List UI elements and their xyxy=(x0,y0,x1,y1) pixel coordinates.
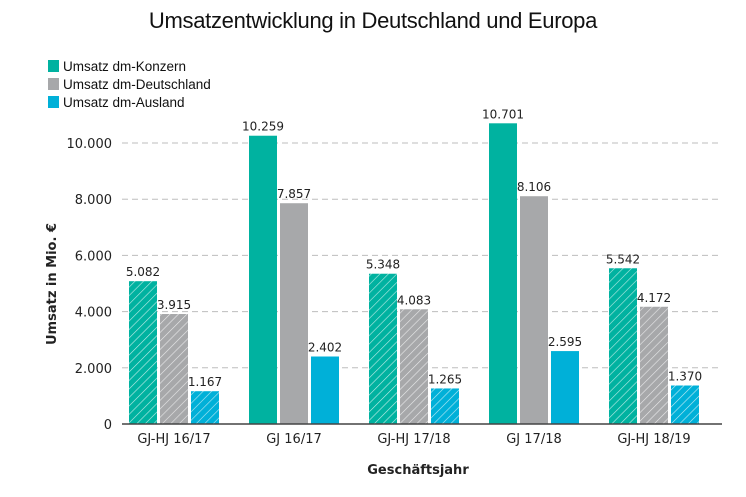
bar xyxy=(311,356,339,424)
data-label: 2.595 xyxy=(548,335,582,349)
data-label: 4.172 xyxy=(637,291,671,305)
y-axis-label: Umsatz in Mio. € xyxy=(45,223,60,345)
bars xyxy=(129,123,699,424)
x-tick-label: GJ-HJ 17/18 xyxy=(377,432,450,447)
legend-item-ausland: Umsatz dm-Ausland xyxy=(48,93,211,111)
data-labels: 5.082 3.915 1.167 10.259 7.857 2.402 5.348 4.08… xyxy=(126,107,702,389)
data-label: 10.259 xyxy=(242,120,284,134)
bar xyxy=(609,268,637,424)
data-label: 5.542 xyxy=(606,252,640,266)
bar xyxy=(431,388,459,424)
data-label: 5.348 xyxy=(366,258,400,272)
bar xyxy=(400,309,428,424)
bar xyxy=(369,273,397,424)
x-tick-label: GJ 16/17 xyxy=(266,432,322,447)
data-label: 4.083 xyxy=(397,293,431,307)
legend-item-deutschland: Umsatz dm-Deutschland xyxy=(48,75,211,93)
data-label: 1.167 xyxy=(188,375,222,389)
legend-swatch-ausland xyxy=(48,96,59,108)
legend: Umsatz dm-Konzern Umsatz dm-Deutschland … xyxy=(48,57,211,111)
bar xyxy=(191,391,219,424)
chart-title: Umsatzentwicklung in Deutschland und Eur… xyxy=(148,8,598,33)
bar xyxy=(129,281,157,424)
y-tick-label: 6.000 xyxy=(75,249,112,264)
bar xyxy=(280,203,308,424)
y-tick-label: 8.000 xyxy=(75,193,112,208)
data-label: 3.915 xyxy=(157,298,191,312)
bar xyxy=(640,306,668,424)
legend-label-konzern: Umsatz dm-Konzern xyxy=(63,58,187,74)
x-tick-label: GJ 17/18 xyxy=(506,432,562,447)
legend-label-deutschland: Umsatz dm-Deutschland xyxy=(63,76,211,92)
data-label: 7.857 xyxy=(277,187,311,201)
x-tick-labels: GJ-HJ 16/17 GJ 16/17 GJ-HJ 17/18 GJ 17/18 GJ… xyxy=(137,432,690,447)
data-label: 2.402 xyxy=(308,341,342,355)
bar xyxy=(551,351,579,424)
bar xyxy=(249,135,277,424)
bar xyxy=(520,196,548,424)
y-tick-labels: 0 2.000 4.000 6.000 8.000 10.000 xyxy=(67,137,113,433)
data-label: 1.370 xyxy=(668,370,702,384)
legend-label-ausland: Umsatz dm-Ausland xyxy=(63,94,185,110)
y-tick-label: 0 xyxy=(104,418,112,433)
data-label: 5.082 xyxy=(126,265,160,279)
legend-item-konzern: Umsatz dm-Konzern xyxy=(48,57,211,75)
y-tick-label: 4.000 xyxy=(75,306,112,321)
y-tick-label: 2.000 xyxy=(75,362,112,377)
y-tick-label: 10.000 xyxy=(67,137,113,152)
x-tick-label: GJ-HJ 18/19 xyxy=(617,432,690,447)
data-label: 1.265 xyxy=(428,372,462,386)
bar xyxy=(671,385,699,424)
legend-swatch-deutschland xyxy=(48,78,59,90)
x-tick-label: GJ-HJ 16/17 xyxy=(137,432,210,447)
legend-swatch-konzern xyxy=(48,60,59,72)
bar xyxy=(160,313,188,424)
data-label: 10.701 xyxy=(482,107,524,121)
data-label: 8.106 xyxy=(517,180,551,194)
bar xyxy=(489,123,517,424)
x-axis-label: Geschäftsjahr xyxy=(367,463,469,478)
